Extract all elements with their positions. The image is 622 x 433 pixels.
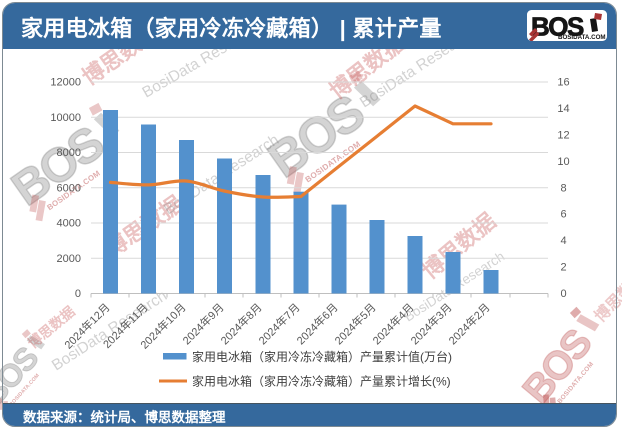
svg-text:4000: 4000: [57, 218, 81, 230]
svg-text:8000: 8000: [57, 147, 81, 159]
svg-text:家用电冰箱（家用冷冻冷藏箱）产量累计增长(%): 家用电冰箱（家用冷冻冷藏箱）产量累计增长(%): [192, 374, 451, 389]
svg-text:14: 14: [557, 103, 569, 115]
svg-text:16: 16: [557, 77, 569, 89]
svg-text:BOS: BOS: [531, 12, 584, 42]
svg-text:12000: 12000: [50, 77, 81, 89]
svg-text:2000: 2000: [57, 253, 81, 265]
svg-text:2024年2月: 2024年2月: [446, 300, 493, 347]
svg-text:0: 0: [75, 288, 81, 300]
svg-text:10: 10: [557, 156, 569, 168]
svg-text:10000: 10000: [50, 112, 81, 124]
svg-text:6: 6: [560, 209, 566, 221]
svg-text:BOSIDATA.COM: BOSIDATA.COM: [558, 34, 606, 41]
svg-text:0: 0: [560, 288, 566, 300]
svg-text:8: 8: [560, 182, 566, 194]
svg-text:6000: 6000: [57, 182, 81, 194]
svg-text:4: 4: [560, 235, 566, 247]
svg-text:2: 2: [560, 262, 566, 274]
svg-text:家用电冰箱（家用冷冻冷藏箱）产量累计值(万台): 家用电冰箱（家用冷冻冷藏箱）产量累计值(万台): [192, 349, 452, 364]
svg-text:12: 12: [557, 129, 569, 141]
